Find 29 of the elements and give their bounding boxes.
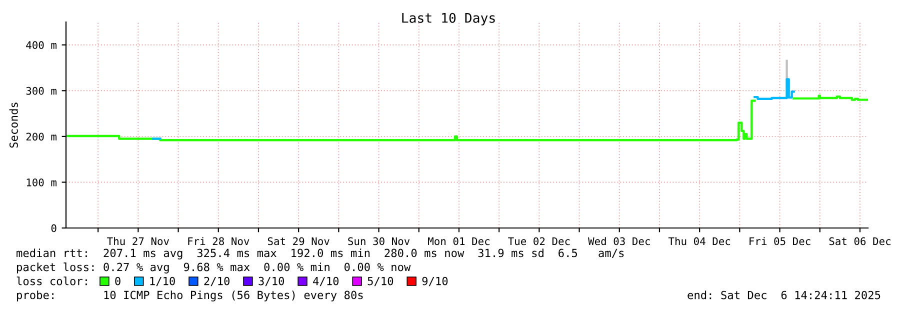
text: probe: 10 ICMP Echo Pings (56 Bytes) every 80s (17, 290, 363, 302)
x-tick-label: Sun 30 Nov (348, 237, 410, 246)
legend-label: 9/10 (422, 276, 448, 286)
legend-label: 5/10 (368, 276, 394, 286)
legend-title: loss color: (16, 276, 87, 286)
x-tick-label: Thu 04 Dec (668, 237, 730, 246)
text: end: Sat Dec 6 14:24:11 2025 (688, 290, 880, 300)
y-tick-label: 200 m (26, 132, 56, 141)
legend-label: 3/10 (258, 276, 284, 286)
y-tick-label: 0 (51, 224, 56, 232)
x-tick-label: Tue 02 Dec (508, 237, 570, 246)
x-tick-label: Wed 03 Dec (588, 237, 650, 246)
legend-label: 2/10 (204, 276, 230, 286)
x-tick-label: Mon 01 Dec (428, 237, 490, 246)
text: median rtt: 207.1 ms avg 325.4 ms max 192.0 ms min 280.0 ms now 31.9 ms sd 6.5 am/s (16, 248, 624, 260)
y-tick-label: 100 m (26, 178, 56, 186)
x-tick-label: Sat 29 Nov (268, 237, 330, 246)
text: packet loss: 0.27 % avg 9.68 % max 0.00 % min 0.00 % now (17, 262, 411, 274)
x-tick-label: Sat 06 Dec (829, 237, 890, 246)
y-tick-label: 300 m (26, 86, 56, 95)
legend-label: 1/10 (150, 276, 175, 286)
x-tick-label: Thu 27 Nov (107, 237, 170, 246)
x-tick-label: Fri 05 Dec (750, 237, 810, 246)
y-axis-title: Seconds (9, 102, 18, 148)
legend-label: 4/10 (313, 276, 339, 286)
x-tick-label: Fri 28 Nov (188, 237, 250, 246)
y-tick-label: 400 m (26, 41, 56, 50)
legend-label: 0 (115, 276, 120, 286)
chart-title: Last 10 Days (402, 12, 495, 26)
